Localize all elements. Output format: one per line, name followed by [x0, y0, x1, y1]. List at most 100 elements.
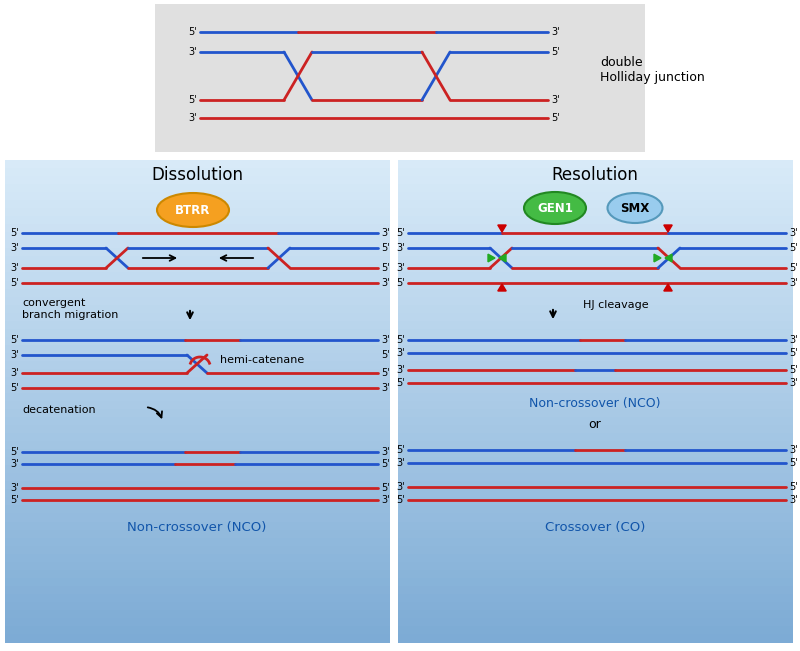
Text: 5': 5': [381, 483, 390, 493]
Bar: [5, 160, 390, 169]
Text: SMX: SMX: [620, 202, 650, 214]
Polygon shape: [664, 284, 672, 291]
Bar: [5, 425, 390, 434]
Bar: [5, 361, 390, 370]
Bar: [5, 393, 390, 402]
Text: 3': 3': [396, 365, 405, 375]
Bar: [5, 256, 390, 266]
Bar: [5, 200, 390, 209]
Bar: [398, 570, 793, 579]
Bar: [5, 570, 390, 579]
Text: 5': 5': [10, 278, 19, 288]
Bar: [5, 385, 390, 394]
Bar: [398, 553, 793, 562]
Text: 3': 3': [381, 228, 390, 238]
Bar: [5, 224, 390, 233]
Bar: [398, 208, 793, 217]
Text: GEN1: GEN1: [537, 202, 573, 214]
Bar: [5, 529, 390, 538]
Text: 5': 5': [396, 445, 405, 455]
Bar: [398, 176, 793, 185]
Bar: [398, 345, 793, 353]
Text: 3': 3': [188, 47, 197, 57]
Bar: [5, 288, 390, 298]
Bar: [5, 481, 390, 490]
Bar: [5, 232, 390, 242]
Text: 3': 3': [10, 459, 19, 469]
Text: Non-crossover (NCO): Non-crossover (NCO): [127, 521, 266, 534]
Text: 5': 5': [381, 459, 390, 469]
Bar: [398, 473, 793, 482]
Text: 5': 5': [381, 350, 390, 360]
Text: 5': 5': [396, 335, 405, 345]
Text: double
Holliday junction: double Holliday junction: [600, 56, 705, 84]
Text: 5': 5': [789, 243, 798, 253]
Bar: [398, 297, 793, 305]
Text: 5': 5': [10, 383, 19, 393]
Bar: [398, 337, 793, 346]
Bar: [5, 546, 390, 555]
Bar: [5, 249, 390, 257]
Text: 3': 3': [396, 482, 405, 492]
Bar: [5, 176, 390, 185]
Text: 3': 3': [10, 243, 19, 253]
Text: 3': 3': [10, 368, 19, 378]
Bar: [5, 465, 390, 475]
Bar: [398, 409, 793, 418]
Text: 5': 5': [789, 458, 798, 468]
Bar: [5, 337, 390, 346]
Bar: [5, 417, 390, 426]
Text: 3': 3': [381, 383, 390, 393]
Bar: [398, 529, 793, 538]
Bar: [398, 521, 793, 531]
Text: 3': 3': [381, 447, 390, 457]
Bar: [398, 273, 793, 281]
Bar: [398, 321, 793, 329]
Bar: [398, 168, 793, 177]
Bar: [5, 433, 390, 442]
Bar: [5, 441, 390, 450]
Bar: [5, 457, 390, 466]
Text: 3': 3': [188, 113, 197, 123]
Text: 3': 3': [396, 458, 405, 468]
Bar: [5, 192, 390, 201]
Text: 5': 5': [10, 495, 19, 505]
Polygon shape: [498, 225, 506, 232]
Bar: [398, 586, 793, 595]
Bar: [398, 546, 793, 555]
Text: Dissolution: Dissolution: [151, 166, 243, 184]
Text: 3': 3': [10, 483, 19, 493]
Text: 5': 5': [551, 113, 560, 123]
Text: 5': 5': [396, 378, 405, 388]
Bar: [5, 626, 390, 635]
Text: 3': 3': [789, 335, 798, 345]
Bar: [398, 240, 793, 249]
Bar: [398, 425, 793, 434]
Bar: [398, 433, 793, 442]
Text: 5': 5': [381, 368, 390, 378]
Text: 5': 5': [396, 495, 405, 505]
Bar: [398, 577, 793, 587]
Bar: [5, 473, 390, 482]
Text: 3': 3': [381, 495, 390, 505]
Bar: [5, 312, 390, 322]
Bar: [398, 514, 793, 523]
Text: 5': 5': [10, 228, 19, 238]
Bar: [398, 490, 793, 499]
Bar: [398, 449, 793, 458]
Bar: [398, 505, 793, 514]
Bar: [5, 208, 390, 217]
Bar: [398, 184, 793, 193]
Bar: [398, 385, 793, 394]
Bar: [398, 361, 793, 370]
Bar: [5, 305, 390, 314]
Bar: [398, 618, 793, 627]
Bar: [5, 594, 390, 603]
Bar: [398, 538, 793, 547]
Bar: [5, 553, 390, 562]
Bar: [5, 521, 390, 531]
Text: 3': 3': [789, 445, 798, 455]
Bar: [398, 497, 793, 506]
Text: 3': 3': [10, 263, 19, 273]
Bar: [398, 160, 793, 169]
